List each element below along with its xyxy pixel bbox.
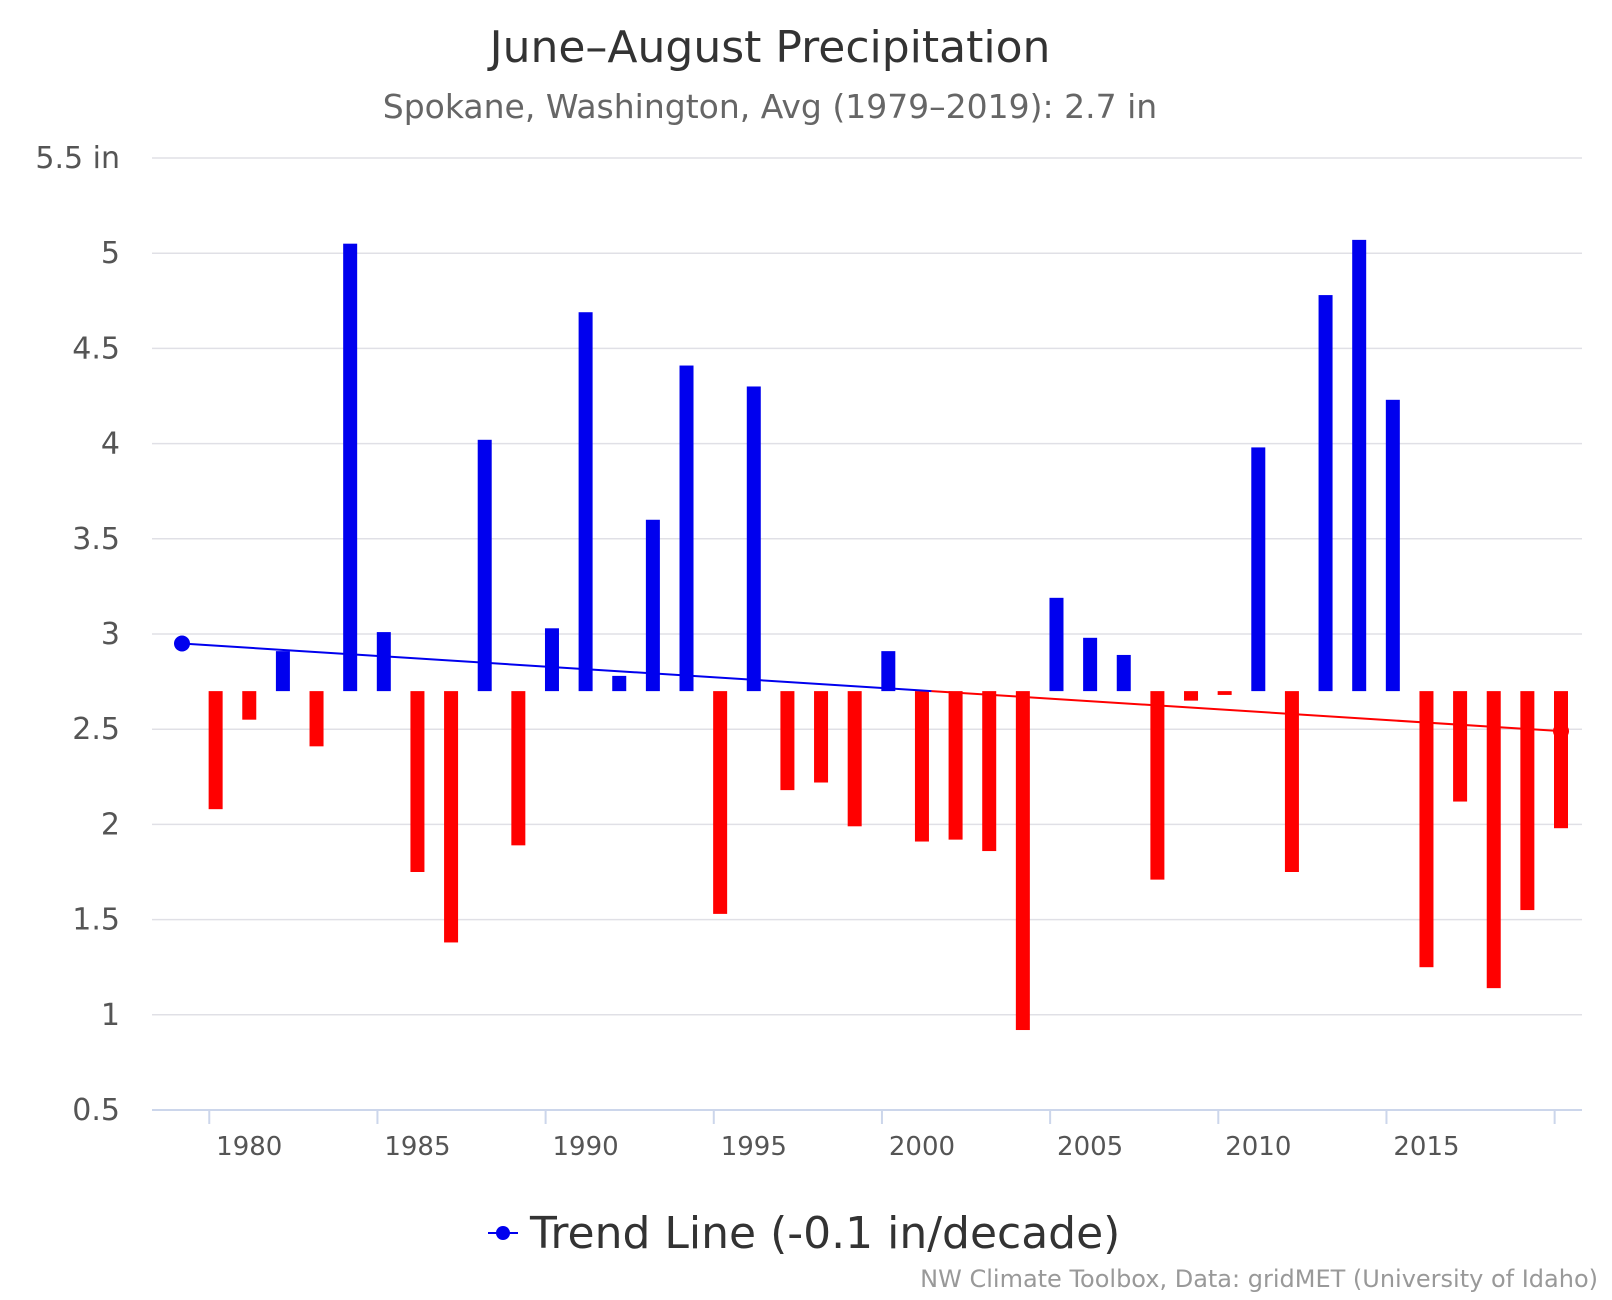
- bar[interactable]: [242, 691, 257, 720]
- bar[interactable]: [948, 691, 963, 840]
- x-tick-label: 2005: [1057, 1132, 1123, 1162]
- bar[interactable]: [410, 691, 425, 872]
- bar[interactable]: [780, 691, 795, 791]
- bar[interactable]: [982, 691, 997, 852]
- y-tick-label: 3.5: [72, 522, 120, 557]
- bar[interactable]: [1554, 691, 1568, 829]
- credit-text: NW Climate Toolbox, Data: gridMET (Unive…: [920, 1265, 1598, 1293]
- bar[interactable]: [511, 691, 526, 846]
- y-tick-label: 2: [101, 807, 120, 842]
- bar[interactable]: [1318, 295, 1333, 692]
- bar[interactable]: [713, 691, 728, 914]
- bar[interactable]: [1150, 691, 1165, 880]
- trend-end-point[interactable]: [1553, 723, 1569, 740]
- x-tick-label: 1980: [216, 1132, 282, 1162]
- y-tick-label: 1: [101, 998, 120, 1033]
- bar[interactable]: [1083, 637, 1098, 692]
- trend-start-point[interactable]: [174, 635, 190, 652]
- bar[interactable]: [679, 365, 694, 692]
- bar[interactable]: [645, 519, 660, 692]
- bar[interactable]: [1419, 691, 1434, 968]
- y-tick-label: 4: [101, 427, 120, 462]
- bar[interactable]: [477, 439, 492, 692]
- bar[interactable]: [309, 691, 324, 747]
- chart-subtitle: Spokane, Washington, Avg (1979–2019): 2.…: [383, 87, 1157, 126]
- gridlines: [152, 157, 1582, 1016]
- bar[interactable]: [578, 312, 593, 692]
- bar[interactable]: [847, 691, 862, 827]
- y-tick-label: 5: [101, 236, 120, 271]
- trend-line-above: [181, 642, 932, 693]
- bar[interactable]: [275, 651, 290, 692]
- bar[interactable]: [1184, 691, 1199, 701]
- bar[interactable]: [343, 243, 358, 692]
- x-tick-label: 1990: [553, 1132, 619, 1162]
- y-tick-label: 2.5: [72, 712, 120, 747]
- bar[interactable]: [1453, 691, 1468, 802]
- bar[interactable]: [1251, 447, 1266, 692]
- bar[interactable]: [1049, 597, 1064, 692]
- bar[interactable]: [1116, 654, 1131, 692]
- y-tick-label: 0.5: [72, 1093, 120, 1128]
- bar[interactable]: [1284, 691, 1299, 872]
- bar[interactable]: [1385, 399, 1400, 692]
- bar[interactable]: [881, 651, 896, 692]
- y-tick-label: 4.5: [72, 331, 120, 366]
- x-tick-label: 1985: [384, 1132, 450, 1162]
- y-tick-label: 5.5 in: [35, 141, 120, 176]
- bar[interactable]: [1352, 239, 1367, 692]
- trend-line-layer: [174, 635, 1569, 740]
- x-tick-label: 2015: [1393, 1132, 1459, 1162]
- bar[interactable]: [814, 691, 829, 783]
- legend-dot-marker: [496, 1226, 510, 1240]
- trend-line-below: [931, 690, 1562, 733]
- bar[interactable]: [1520, 691, 1535, 911]
- bar[interactable]: [208, 691, 223, 810]
- y-tick-label: 3: [101, 617, 120, 652]
- chart-title: June–August Precipitation: [487, 22, 1051, 73]
- y-tick-label: 1.5: [72, 903, 120, 938]
- bar[interactable]: [1217, 691, 1232, 695]
- x-tick-label: 2000: [889, 1132, 955, 1162]
- bar[interactable]: [444, 691, 459, 943]
- bar[interactable]: [544, 628, 559, 692]
- bar[interactable]: [914, 691, 929, 842]
- x-axis-labels: 1980 1985 1990 1995 2000 2005 2010 2015: [208, 1110, 1556, 1162]
- bar[interactable]: [1486, 691, 1501, 989]
- x-tick-label: 2010: [1225, 1132, 1291, 1162]
- legend-label: Trend Line (-0.1 in/decade): [529, 1208, 1120, 1259]
- x-tick-label: 1995: [721, 1132, 787, 1162]
- bars: [208, 239, 1568, 1031]
- bar[interactable]: [612, 675, 627, 692]
- y-axis-labels: 5.5 in 5 4.5 4 3.5 3 2.5 2 1.5 1 0.5: [35, 141, 120, 1128]
- bar[interactable]: [1015, 691, 1030, 1031]
- legend[interactable]: Trend Line (-0.1 in/decade): [488, 1208, 1120, 1259]
- bar[interactable]: [746, 386, 761, 692]
- bar[interactable]: [376, 632, 391, 692]
